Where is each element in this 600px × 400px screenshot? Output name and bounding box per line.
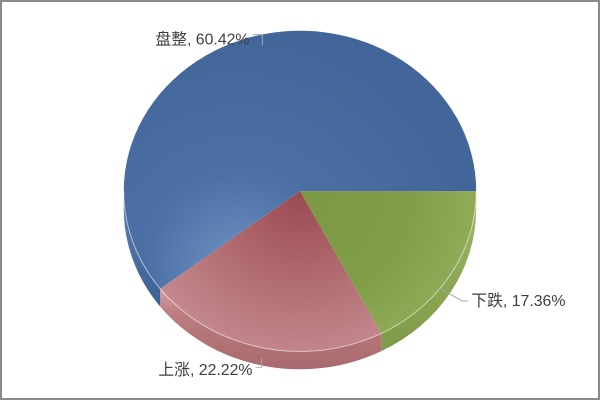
leader-line-rise bbox=[255, 358, 262, 368]
leader-line-consolidation bbox=[252, 34, 263, 46]
data-label-rise: 上涨, 22.22% bbox=[158, 361, 252, 379]
pie-slice-rim-rise bbox=[160, 288, 382, 370]
pie-front-edge-highlight bbox=[123, 191, 477, 352]
pie-slice-consolidation bbox=[123, 30, 477, 289]
data-label-consolidation: 盘整, 60.42% bbox=[155, 30, 249, 49]
data-label-decline: 下跌, 17.36% bbox=[471, 292, 565, 310]
pie-slice-rim-decline bbox=[381, 191, 477, 352]
pie-slice-rise bbox=[160, 191, 382, 352]
leader-line-decline bbox=[438, 287, 469, 302]
pie-slice-decline bbox=[300, 191, 477, 334]
